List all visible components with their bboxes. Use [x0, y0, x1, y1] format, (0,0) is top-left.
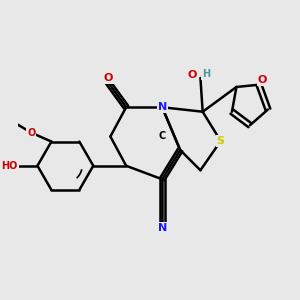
Text: O: O — [27, 128, 35, 138]
Text: O: O — [257, 75, 267, 85]
Text: C: C — [158, 131, 166, 142]
Text: HO: HO — [1, 161, 18, 171]
Text: N: N — [158, 102, 167, 112]
Text: O: O — [103, 73, 113, 83]
Text: O: O — [188, 70, 197, 80]
Text: S: S — [217, 136, 225, 146]
Text: H: H — [202, 69, 210, 79]
Text: N: N — [158, 223, 167, 233]
